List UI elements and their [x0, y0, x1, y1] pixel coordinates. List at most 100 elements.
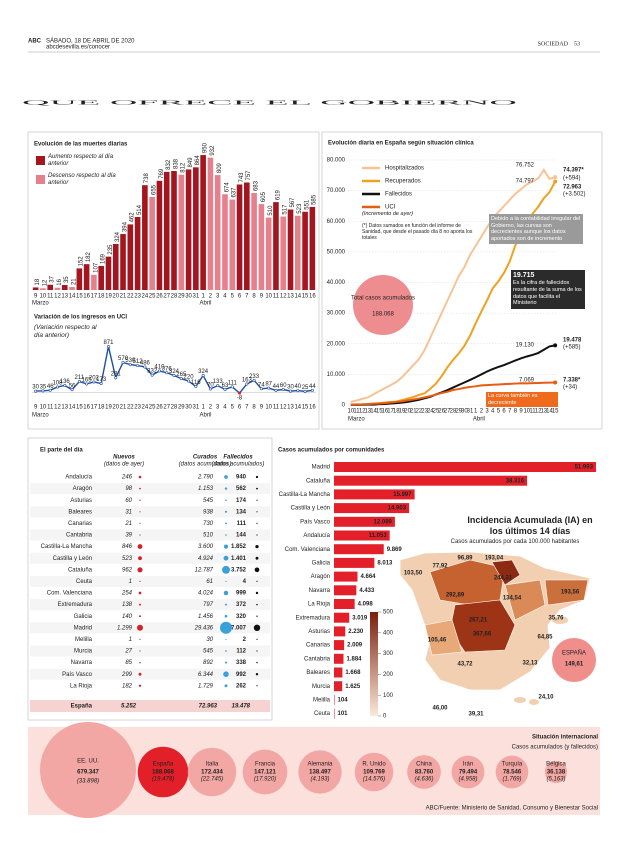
data-label: 530 — [125, 358, 136, 364]
x-tick-label: 28 — [171, 294, 178, 300]
dot — [137, 544, 143, 550]
y-tick-label: 80.000 — [327, 158, 346, 164]
end-change: (+585) — [563, 345, 581, 351]
x-tick-label: 9 — [519, 409, 523, 415]
map-label: 39,31 — [468, 712, 484, 718]
cell: 3.752 — [231, 567, 247, 573]
x-tick-label: 21 — [410, 409, 417, 415]
data-label: 517 — [283, 204, 289, 215]
data-label: 63 — [222, 383, 229, 389]
data-label: 619 — [275, 189, 281, 200]
data-label: 1.668 — [345, 670, 361, 676]
cell: 545 — [203, 498, 214, 504]
bar — [200, 155, 206, 290]
data-label: 35 — [64, 276, 70, 283]
bubble-value: 83.760 — [415, 770, 434, 776]
bubble — [544, 760, 568, 784]
dot — [224, 661, 228, 664]
legend-tick-label: 100 — [383, 693, 394, 699]
y-tick-label: 60.000 — [327, 219, 346, 225]
x-tick-label: 15 — [552, 409, 559, 415]
map-label: 193,56 — [561, 590, 580, 596]
bubble-deaths: (5.163) — [546, 777, 565, 783]
x-tick-label: 13 — [61, 294, 68, 300]
x-tick-label: 25 — [149, 294, 156, 300]
x-tick-label: 5 — [231, 405, 235, 411]
bar — [334, 585, 357, 596]
dot — [225, 580, 227, 583]
data-label: 9.869 — [387, 547, 403, 553]
x-tick-label: 12 — [535, 409, 542, 415]
bar — [334, 667, 343, 678]
map-label: 96,89 — [457, 556, 473, 562]
x-tick-label: 10 — [523, 409, 530, 415]
x-tick-label: 22 — [127, 294, 134, 300]
x-tick-label: 14 — [294, 294, 301, 300]
bar — [334, 612, 350, 623]
data-label: 324 — [169, 369, 180, 375]
point — [223, 387, 227, 391]
x-tick-label: 8 — [252, 405, 256, 411]
bubble-name: Bélgica — [546, 762, 566, 768]
point — [245, 382, 249, 386]
end-label: 19.478 — [563, 338, 582, 344]
table-header: Curados — [193, 455, 218, 461]
dot — [223, 555, 229, 561]
x-tick-label: 18 — [98, 294, 105, 300]
bar — [193, 167, 199, 290]
dot — [223, 544, 229, 549]
x-tick-label: 14 — [370, 409, 377, 415]
data-label: 133 — [213, 379, 224, 385]
total-name: España — [71, 704, 93, 710]
row-band — [30, 645, 270, 657]
map-title: Incidencia Acumulada (IA) en los últimos… — [467, 515, 593, 536]
dot — [139, 603, 141, 606]
bubble-name: R. Unido — [362, 762, 386, 768]
dot — [225, 534, 227, 536]
x-tick-label: 30 — [185, 405, 192, 411]
map-region — [552, 616, 568, 624]
callout: La curva también es decreciente — [486, 392, 558, 408]
legend-swatch — [36, 156, 45, 165]
data-label: 74 — [258, 382, 265, 388]
dot — [222, 565, 230, 574]
y-tick-label: 40.000 — [327, 280, 346, 286]
legend-label: Fallecidos — [385, 192, 412, 198]
legend-tick-label: 200 — [383, 672, 394, 678]
bar — [236, 184, 243, 290]
cell: 140 — [122, 614, 133, 620]
data-label: 40 — [294, 384, 301, 390]
bar — [149, 196, 155, 290]
bar — [334, 475, 528, 486]
x-tick-label: 19 — [105, 405, 112, 411]
row-name: Aragón — [73, 486, 92, 492]
data-label: 235 — [108, 244, 114, 255]
dot — [256, 487, 258, 490]
x-tick-label: 4 — [491, 409, 495, 415]
dot — [139, 511, 141, 513]
data-label: 332 — [147, 369, 158, 375]
data-label: 4.098 — [358, 602, 374, 608]
x-tick-label: 14 — [546, 409, 553, 415]
x-tick-label: 7 — [508, 409, 512, 415]
bar — [334, 653, 344, 664]
x-tick-label: 6 — [502, 409, 506, 415]
data-label: 2.009 — [347, 643, 363, 649]
bar — [309, 206, 316, 290]
table-title: El parte del día — [40, 448, 83, 454]
panel — [27, 131, 320, 430]
table-header: Fallecidos — [223, 455, 253, 461]
cell: 4.924 — [198, 556, 214, 562]
map-region — [544, 579, 589, 606]
x-tick-label: 13 — [287, 405, 294, 411]
bar — [214, 175, 221, 290]
cell: 3.600 — [198, 544, 214, 550]
x-tick-label: 14 — [69, 294, 76, 300]
bubble-deaths: (4.193) — [310, 777, 329, 783]
point — [114, 376, 118, 380]
dot — [139, 534, 141, 536]
x-tick-label: 12 — [359, 409, 366, 415]
point — [55, 385, 59, 389]
dot — [256, 685, 258, 687]
y-tick-label: 0 — [342, 403, 346, 409]
